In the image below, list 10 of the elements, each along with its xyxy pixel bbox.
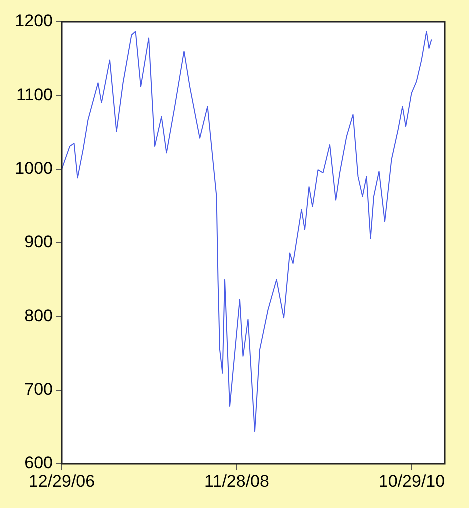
x-tick-label: 11/28/08: [204, 472, 270, 491]
y-tick-label: 600: [24, 454, 53, 473]
x-tick-label: 10/29/10: [378, 472, 446, 491]
y-tick-label: 1200: [15, 12, 53, 31]
x-tick-label: 12/29/06: [28, 472, 96, 491]
y-tick-label: 900: [24, 232, 53, 252]
y-tick-label: 800: [24, 306, 53, 326]
y-tick-label: 700: [24, 380, 53, 400]
y-tick-label: 1000: [15, 159, 53, 178]
y-tick-label: 1100: [16, 85, 53, 104]
